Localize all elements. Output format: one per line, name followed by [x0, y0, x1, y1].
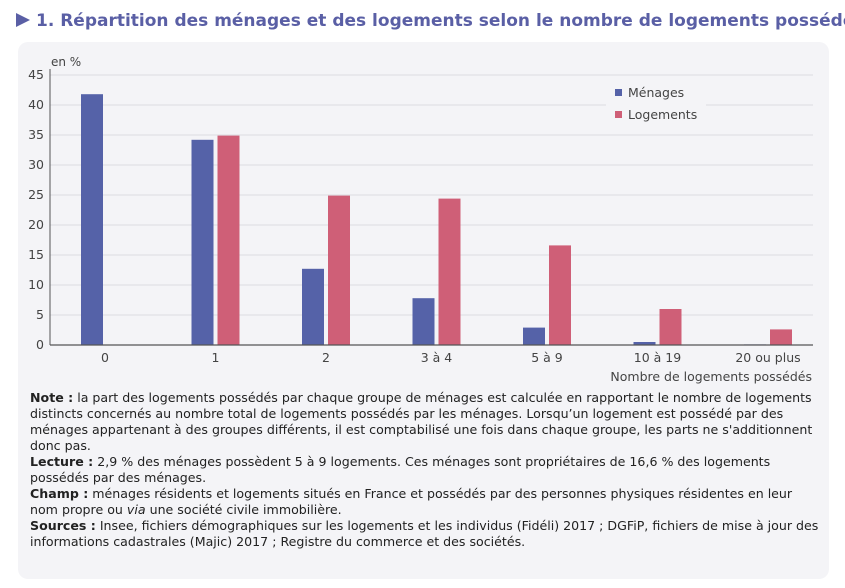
bar-menages [302, 268, 324, 345]
bar-menages [81, 94, 103, 345]
y-tick-label: 45 [28, 67, 44, 82]
champ-paragraph: Champ : ménages résidents et logements s… [30, 486, 820, 518]
legend-label: Ménages [628, 85, 684, 100]
sources-text: Insee, fichiers démographiques sur les l… [30, 518, 819, 549]
lecture-label: Lecture : [30, 454, 94, 469]
chart-notes: Note : la part des logements possédés pa… [30, 390, 820, 550]
bar-menages [523, 327, 545, 345]
y-axis-label: en % [51, 55, 81, 69]
bar-logements [549, 245, 571, 345]
x-tick-label: 5 à 9 [531, 350, 563, 365]
x-tick-label: 20 ou plus [735, 350, 800, 365]
note-label: Note : [30, 390, 74, 405]
x-tick-label: 1 [212, 350, 220, 365]
legend-swatch-menages [615, 89, 622, 96]
sources-label: Sources : [30, 518, 96, 533]
lecture-text: 2,9 % des ménages possèdent 5 à 9 logeme… [30, 454, 771, 485]
bar-logements [659, 309, 682, 345]
legend-background [606, 84, 706, 128]
bar-logements [438, 198, 461, 345]
y-tick-label: 15 [28, 247, 44, 262]
y-tick-label: 30 [28, 157, 44, 172]
chart-title-text: 1. Répartition des ménages et des logeme… [36, 11, 845, 31]
note-text: la part des logements possédés par chaqu… [30, 390, 813, 453]
legend-label: Logements [628, 107, 697, 122]
bar-logements [770, 329, 792, 345]
chart-title: 1. Répartition des ménages et des logeme… [16, 11, 845, 31]
x-tick-label: 10 à 19 [634, 350, 681, 365]
bar-menages [633, 342, 656, 345]
bar-logements [328, 195, 350, 345]
y-tick-label: 5 [36, 307, 44, 322]
bar-menages [191, 139, 214, 345]
y-tick-label: 35 [28, 127, 44, 142]
y-tick-label: 40 [28, 97, 44, 112]
y-tick-label: 25 [28, 187, 44, 202]
champ-via: via [126, 502, 146, 517]
y-tick-label: 10 [28, 277, 44, 292]
x-tick-label: 2 [322, 350, 330, 365]
bar-menages [412, 298, 435, 345]
triangle-arrow-icon [16, 13, 30, 27]
bar-logements [217, 135, 240, 345]
champ-label: Champ : [30, 486, 89, 501]
legend-swatch-logements [615, 111, 622, 118]
note-paragraph: Note : la part des logements possédés pa… [30, 390, 820, 454]
champ-text: ménages résidents et logements situés en… [30, 486, 793, 517]
x-axis-label: Nombre de logements possédés [610, 369, 812, 384]
lecture-paragraph: Lecture : 2,9 % des ménages possèdent 5 … [30, 454, 820, 486]
champ-text-end: une société civile immobilière. [145, 502, 342, 517]
sources-paragraph: Sources : Insee, fichiers démographiques… [30, 518, 820, 550]
x-tick-label: 3 à 4 [421, 350, 453, 365]
y-tick-label: 20 [28, 217, 44, 232]
bar-chart: 0 5 10 15 20 25 30 35 40 45 en % 0 1 2 3 à 4 5 à 9 10 à … [28, 55, 813, 384]
y-tick-label: 0 [36, 337, 44, 352]
x-tick-label: 0 [101, 350, 109, 365]
